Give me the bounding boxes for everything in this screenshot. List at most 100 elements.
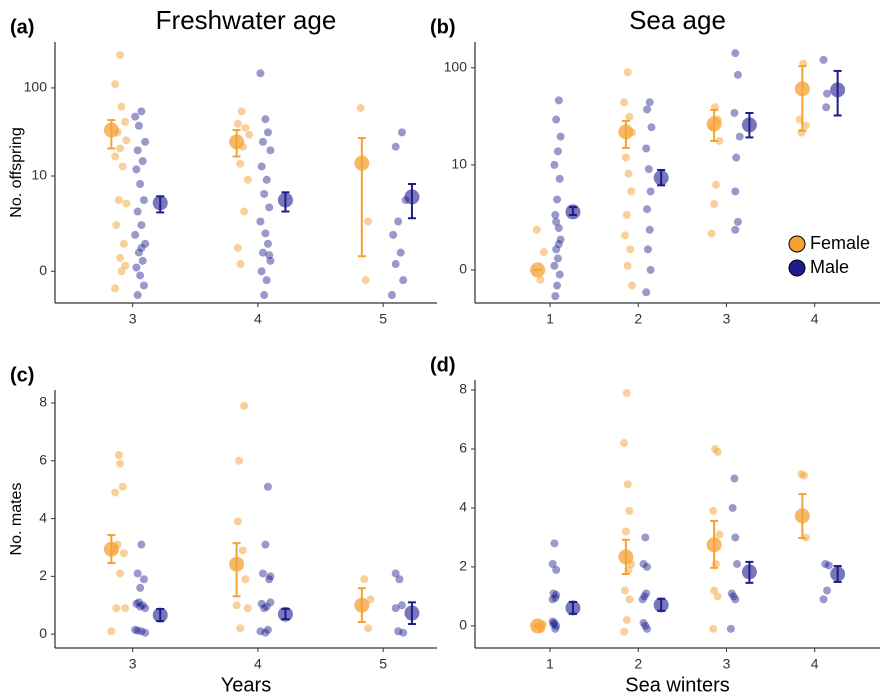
point [549, 589, 558, 598]
point [711, 180, 720, 189]
point [731, 187, 740, 196]
point [233, 517, 242, 526]
point [399, 276, 408, 285]
point [707, 229, 716, 238]
point [133, 146, 142, 155]
x-tick-label: 3 [723, 656, 731, 672]
point [107, 627, 116, 636]
legend-label: Male [810, 257, 849, 277]
point [710, 200, 719, 209]
point [642, 144, 651, 153]
x-tick-label: 3 [723, 311, 731, 327]
point [548, 559, 557, 568]
y-axis-label: No. mates [8, 483, 25, 556]
point [116, 459, 125, 468]
point [556, 132, 565, 141]
mean-point [404, 189, 420, 205]
x-tick-label: 5 [379, 311, 387, 327]
point [132, 599, 141, 608]
point [642, 589, 651, 598]
point [624, 169, 633, 178]
y-tick-label: 4 [39, 509, 47, 525]
point [240, 401, 249, 410]
point [819, 55, 828, 64]
x-tick-label: 5 [379, 656, 387, 672]
point [116, 51, 125, 60]
point [241, 123, 250, 132]
point [396, 248, 405, 257]
point [132, 263, 141, 272]
point [646, 187, 655, 196]
mean-point [618, 549, 634, 565]
point [137, 540, 146, 549]
point [137, 221, 146, 230]
mean-point [103, 122, 119, 138]
point [389, 230, 398, 239]
point [623, 480, 632, 489]
point [620, 98, 629, 107]
point [235, 456, 244, 465]
point [552, 217, 561, 226]
point [391, 604, 400, 613]
panel-label: (b) [430, 16, 456, 38]
point [555, 174, 564, 183]
point [553, 254, 562, 263]
y-tick-label: 6 [459, 440, 467, 456]
mean-point [229, 556, 245, 572]
point [715, 136, 724, 145]
point [391, 142, 400, 151]
point [121, 117, 130, 126]
point [554, 224, 563, 233]
point [552, 245, 561, 254]
point [262, 276, 271, 285]
point [266, 146, 275, 155]
point [728, 503, 737, 512]
point [233, 243, 242, 252]
point [550, 618, 559, 627]
y-tick-label: 0 [459, 617, 467, 633]
mean-point [530, 618, 546, 634]
point [141, 604, 150, 613]
x-tick-label: 3 [129, 656, 137, 672]
mean-point [741, 117, 757, 133]
point [643, 245, 652, 254]
legend-label: Female [810, 233, 870, 253]
point [731, 533, 740, 542]
point [553, 281, 562, 290]
point [112, 604, 121, 613]
point [638, 595, 647, 604]
point [552, 565, 561, 574]
point [141, 239, 150, 248]
point [391, 260, 400, 269]
point [132, 165, 141, 174]
mean-point [794, 81, 810, 97]
point [111, 284, 120, 293]
point [548, 617, 557, 626]
point [627, 187, 636, 196]
y-tick-label: 8 [459, 381, 467, 397]
mean-point [653, 170, 669, 186]
point [623, 68, 632, 77]
point [821, 559, 830, 568]
point [114, 451, 123, 460]
mean-point [565, 600, 581, 616]
x-tick-label: 4 [811, 311, 819, 327]
point [119, 549, 128, 558]
legend-swatch [788, 259, 806, 277]
point [551, 624, 560, 633]
point [713, 447, 722, 456]
point [364, 217, 373, 226]
point [621, 586, 629, 595]
point [257, 267, 266, 276]
mean-point [229, 134, 245, 150]
point [137, 627, 146, 636]
point [133, 291, 142, 300]
point [622, 211, 631, 220]
point [116, 569, 125, 578]
y-tick-label: 4 [459, 499, 467, 515]
point [136, 602, 145, 611]
point [554, 96, 563, 105]
point [117, 102, 126, 111]
y-axis-label: No. offspring [8, 127, 25, 217]
point [643, 205, 652, 214]
